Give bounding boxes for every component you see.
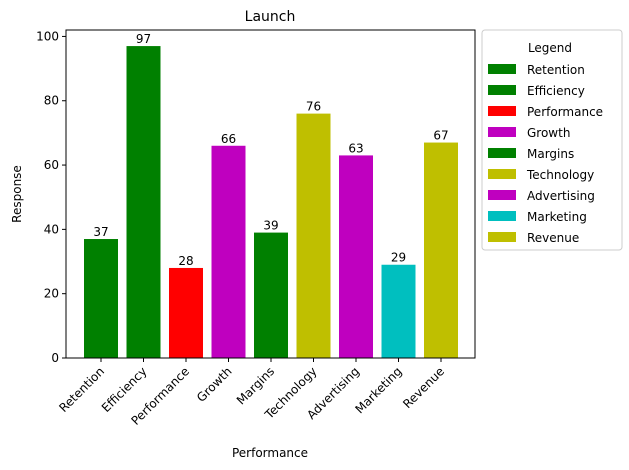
legend-entry-retention: Retention: [527, 63, 585, 77]
bar-retention: [84, 239, 118, 358]
legend-swatch-technology: [488, 169, 516, 179]
bar-technology: [296, 113, 331, 358]
y-tick-label: 60: [44, 158, 59, 172]
legend-entries: Retention Efficiency Performance Growth Marg…: [488, 63, 603, 245]
legend-entry-revenue: Revenue: [527, 231, 579, 245]
y-tick-label: 100: [36, 29, 59, 43]
y-tick-label: 80: [44, 94, 59, 108]
data-labels-group: 37 97 28 66 39 76 63 29 67: [93, 32, 448, 268]
legend-swatch-efficiency: [488, 85, 516, 95]
legend-swatch-growth: [488, 127, 516, 137]
legend-entry-margins: Margins: [527, 147, 574, 161]
bar-efficiency: [126, 46, 161, 358]
y-tick-label: 20: [44, 287, 59, 301]
data-label-performance: 28: [178, 254, 193, 268]
bar-performance: [169, 267, 203, 358]
data-label-technology: 76: [306, 100, 321, 114]
y-tick-label: 0: [51, 351, 59, 365]
plot-frame: [65, 29, 476, 359]
data-label-marketing: 29: [391, 251, 406, 265]
data-label-advertising: 63: [348, 141, 363, 155]
bars-group: [84, 46, 458, 358]
legend-swatch-performance: [488, 106, 516, 116]
data-label-efficiency: 97: [136, 32, 151, 46]
legend-swatch-retention: [488, 64, 516, 74]
legend-swatch-revenue: [488, 232, 516, 242]
data-label-margins: 39: [263, 219, 278, 233]
x-tick-label-retention: Retention: [56, 364, 107, 415]
legend-frame: [481, 29, 623, 251]
x-tick-label-revenue: Revenue: [400, 364, 447, 411]
legend-entry-technology: Technology: [526, 168, 594, 182]
legend-swatch-margins: [488, 148, 516, 158]
bar-revenue: [424, 142, 458, 358]
legend-title: Legend: [528, 41, 572, 55]
chart-title: Launch: [245, 9, 296, 25]
legend-entry-growth: Growth: [527, 126, 570, 140]
x-tick-label-growth: Growth: [194, 364, 235, 405]
legend-entry-efficiency: Efficiency: [527, 84, 585, 98]
data-label-revenue: 67: [433, 129, 448, 143]
data-label-retention: 37: [93, 225, 108, 239]
bar-marketing: [381, 264, 416, 358]
y-axis: 0 20 40 60 80 100: [36, 29, 66, 365]
y-axis-label: Response: [10, 165, 24, 223]
bar-margins: [254, 232, 288, 358]
bar-advertising: [339, 155, 373, 358]
legend: Legend Retention Efficiency Performance Gro…: [481, 29, 623, 251]
x-tick-label-marketing: Marketing: [352, 364, 404, 416]
bar-growth: [211, 145, 246, 358]
legend-swatch-marketing: [488, 211, 516, 221]
legend-swatch-advertising: [488, 190, 516, 200]
data-label-growth: 66: [221, 132, 236, 146]
x-tick-label-margins: Margins: [234, 364, 277, 407]
legend-entry-advertising: Advertising: [527, 189, 595, 203]
legend-entry-performance: Performance: [527, 105, 603, 119]
x-axis-label: Performance: [232, 446, 308, 460]
y-tick-label: 40: [44, 222, 59, 236]
legend-entry-marketing: Marketing: [527, 210, 587, 224]
